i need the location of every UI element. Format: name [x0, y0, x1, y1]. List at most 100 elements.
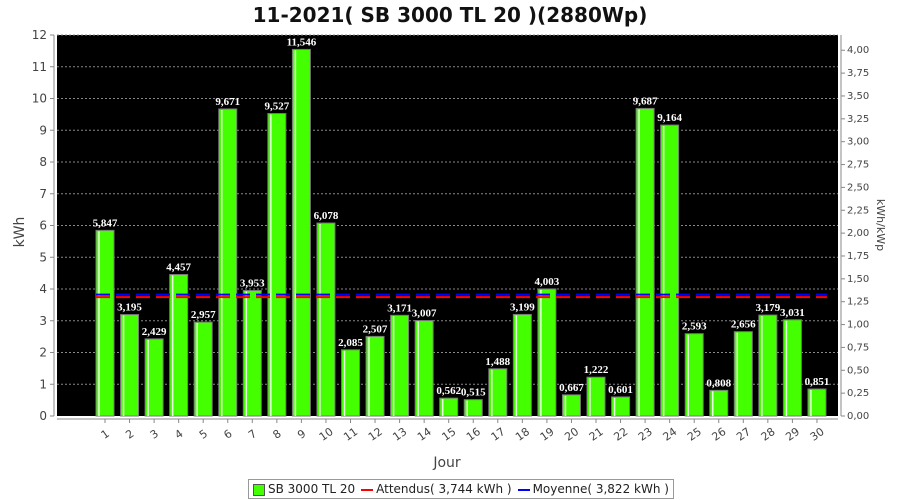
bar — [611, 396, 631, 417]
bar — [95, 229, 115, 417]
green-swatch-icon — [253, 483, 265, 496]
y2-tick-label: 3,75 — [847, 68, 869, 79]
y-axis-label: kWh — [12, 217, 28, 248]
y2-tick-label: 3,50 — [847, 91, 869, 102]
data-label: 1,222 — [584, 364, 609, 376]
x-tick-label: 10 — [317, 425, 336, 444]
y-tick-label: 3 — [39, 314, 47, 328]
data-label: 3,031 — [780, 307, 805, 319]
bar — [561, 394, 581, 417]
x-tick-label: 14 — [415, 425, 434, 444]
bar — [807, 388, 827, 417]
data-label: 9,164 — [657, 112, 682, 124]
y-tick-label: 5 — [39, 250, 47, 264]
x-tick-label: 2 — [123, 427, 136, 442]
x-tick-label: 17 — [489, 425, 508, 444]
bar — [169, 273, 189, 417]
x-tick-label: 12 — [366, 425, 385, 444]
x-tick-label: 27 — [734, 425, 753, 444]
y-tick-label: 2 — [39, 346, 47, 360]
data-label: 6,078 — [314, 210, 339, 222]
legend-item-moyenne: Moyenne( 3,822 kWh ) — [517, 482, 669, 496]
x-tick-label: 29 — [783, 425, 802, 444]
x-tick-label: 9 — [295, 427, 308, 442]
x-tick-label: 24 — [660, 425, 679, 444]
data-label: 2,957 — [191, 309, 216, 321]
bar — [291, 48, 311, 417]
bar — [758, 314, 778, 417]
data-label: 3,953 — [240, 277, 265, 289]
x-tick-label: 22 — [611, 425, 630, 444]
bar — [341, 349, 360, 417]
y2-tick-label: 0,00 — [847, 411, 869, 422]
data-label: 9,671 — [215, 96, 240, 108]
bar — [390, 314, 410, 417]
data-label: 0,601 — [608, 384, 633, 396]
y2-tick-label: 2,25 — [847, 205, 869, 216]
bar — [684, 333, 704, 417]
legend-item-attendus: Attendus( 3,744 kWh ) — [361, 482, 512, 496]
y-tick-label: 11 — [32, 60, 47, 74]
data-label: 2,593 — [682, 321, 707, 333]
y-tick-label: 4 — [39, 282, 47, 296]
data-label: 3,179 — [755, 302, 780, 314]
y2-tick-label: 1,50 — [847, 274, 869, 285]
data-label: 2,656 — [731, 319, 756, 331]
x-tick-label: 20 — [562, 425, 581, 444]
y2-tick-label: 1,25 — [847, 297, 869, 308]
x-tick-label: 3 — [148, 427, 161, 442]
data-label: 2,429 — [142, 326, 167, 338]
data-label: 0,562 — [436, 385, 461, 397]
chart-title: 11-2021( SB 3000 TL 20 )(2880Wp) — [253, 3, 648, 27]
data-label: 9,687 — [633, 95, 658, 107]
bar — [144, 338, 164, 417]
bar — [120, 314, 140, 417]
bar — [463, 399, 483, 417]
y-tick-label: 12 — [32, 28, 47, 42]
y-tick-label: 6 — [39, 219, 47, 233]
x-tick-label: 26 — [710, 425, 729, 444]
bar — [242, 289, 262, 417]
bar — [267, 113, 287, 417]
legend: SB 3000 TL 20 Attendus( 3,744 kWh ) Moye… — [248, 479, 674, 499]
y-tick-label: 0 — [39, 409, 47, 423]
x-tick-label: 18 — [513, 425, 532, 444]
y2-tick-label: 0,75 — [847, 342, 869, 353]
data-label: 3,007 — [412, 308, 437, 320]
x-tick-label: 6 — [221, 427, 234, 442]
bar — [782, 319, 802, 417]
blue-line-icon — [517, 488, 530, 491]
data-label: 0,667 — [559, 382, 584, 394]
y2-tick-label: 4,00 — [847, 45, 869, 56]
bar — [660, 124, 680, 417]
bar — [586, 376, 606, 417]
data-label: 0,851 — [805, 376, 830, 388]
y2-axis-label: kWh/kWp — [874, 199, 887, 251]
data-label: 9,527 — [264, 101, 289, 113]
x-tick-label: 16 — [464, 425, 483, 444]
red-line-icon — [361, 488, 374, 491]
y2-tick-label: 0,50 — [847, 365, 869, 376]
bar — [733, 331, 753, 417]
data-label: 4,003 — [535, 276, 560, 288]
data-label: 0,808 — [706, 377, 731, 389]
data-label: 2,507 — [363, 323, 388, 335]
y2-tick-label: 1,75 — [847, 251, 869, 262]
data-label: 3,199 — [510, 301, 535, 313]
bar — [488, 368, 508, 417]
bar — [635, 107, 655, 417]
data-label: 3,195 — [117, 302, 142, 314]
data-label: 1,488 — [485, 356, 510, 368]
x-tick-label: 13 — [390, 425, 409, 444]
x-tick-label: 30 — [808, 425, 827, 444]
data-label: 3,171 — [387, 302, 412, 314]
x-tick-label: 4 — [172, 427, 185, 442]
bar — [537, 288, 557, 417]
x-tick-label: 8 — [271, 427, 284, 442]
bar — [365, 335, 385, 417]
bar — [218, 108, 238, 417]
y2-tick-label: 2,00 — [847, 228, 869, 239]
x-tick-label: 19 — [538, 425, 557, 444]
x-tick-label: 11 — [341, 425, 360, 444]
